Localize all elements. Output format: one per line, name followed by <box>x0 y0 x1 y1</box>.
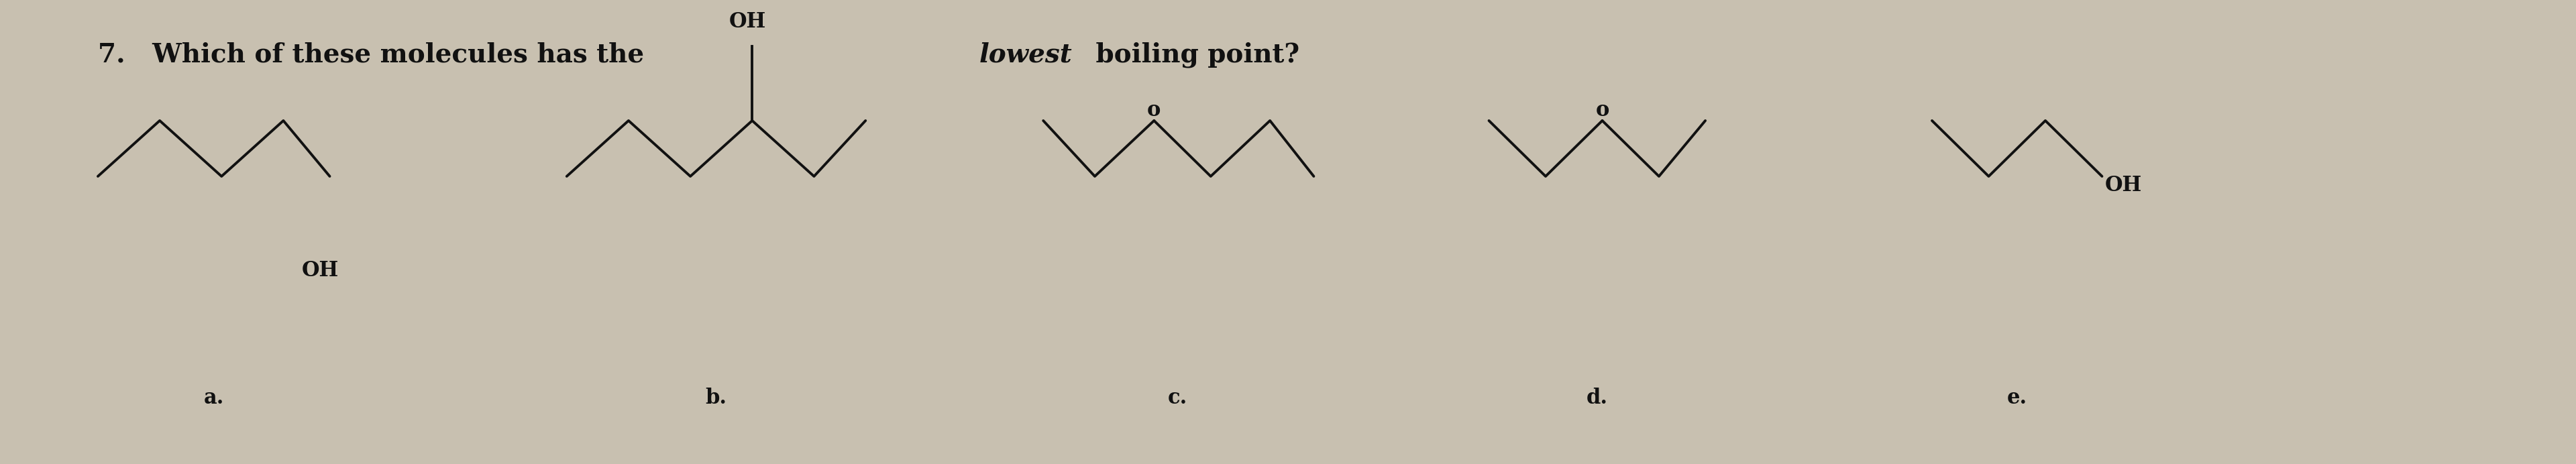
Text: d.: d. <box>1587 387 1607 408</box>
Text: OH: OH <box>2105 175 2141 196</box>
Text: lowest: lowest <box>979 42 1072 67</box>
Text: OH: OH <box>729 12 765 32</box>
Text: a.: a. <box>204 387 224 408</box>
Text: 7.   Which of these molecules has the: 7. Which of these molecules has the <box>98 42 654 67</box>
Text: boiling point?: boiling point? <box>1087 42 1301 68</box>
Text: OH: OH <box>301 260 337 281</box>
Text: c.: c. <box>1167 387 1188 408</box>
Text: b.: b. <box>706 387 726 408</box>
Text: o: o <box>1595 100 1610 121</box>
Text: e.: e. <box>2007 387 2027 408</box>
Text: o: o <box>1146 100 1162 121</box>
